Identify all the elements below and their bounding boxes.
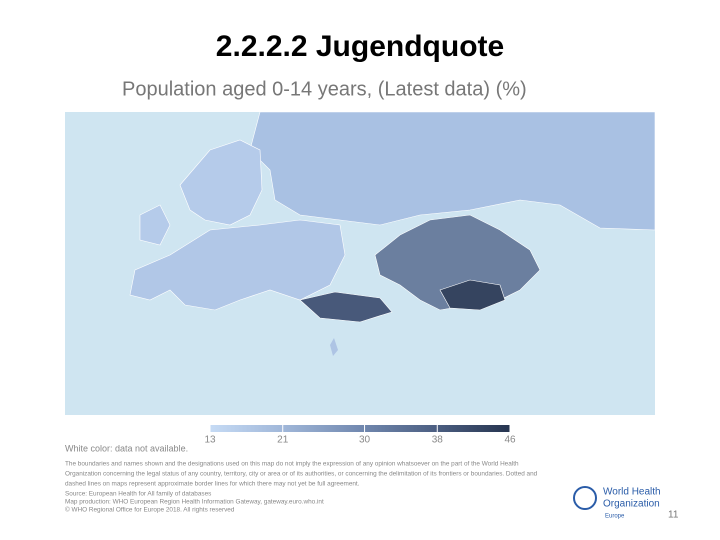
legend-tick-label: 13 [204,435,216,446]
logo-name: Organization [603,499,660,510]
legend-tick-label: 38 [432,435,444,446]
logo: World Health Organization Europe [573,486,661,520]
legend-tick-label: 46 [504,435,516,446]
turkey [299,291,393,323]
map-title: Population aged 0-14 years, (Latest data… [122,78,527,100]
data-note: White color: data not available. [65,443,188,453]
legend-tick-label: 21 [277,435,289,446]
logo-emblem [573,486,597,510]
disclaimer-line: Organization concerning the legal status… [65,471,538,478]
disclaimer-line: Source: European Health for All family o… [65,491,211,498]
russia [249,111,656,231]
disclaimer-line: dashed lines on maps represent approxima… [65,481,360,488]
british-isles [139,204,171,246]
disclaimer-line: © WHO Regional Office for Europe 2018. A… [65,506,235,514]
scandinavia [179,139,263,226]
page-number: 11 [668,510,679,521]
slide-title: 2.2.2.2 Jugendquote [216,30,504,63]
logo-name: World Health [603,487,661,498]
tajikistan [439,279,506,311]
logo-region: Europe [605,514,625,520]
map [65,111,656,415]
island [330,338,338,356]
legend-bar [210,425,510,432]
disclaimer-line: The boundaries and names shown and the d… [65,461,519,468]
europe [129,219,346,311]
notes: White color: data not available. The boun… [65,443,538,513]
legend-tick-label: 30 [359,435,371,446]
disclaimer-line: Map production: WHO European Region Heal… [65,499,324,506]
legend: 13 21 30 38 46 [204,423,516,446]
